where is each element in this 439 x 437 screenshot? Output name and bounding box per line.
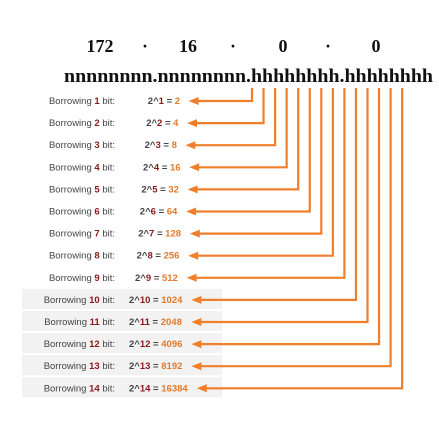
arrowhead-icon: [187, 185, 198, 194]
row-value: 2^7 = 128: [138, 229, 181, 240]
arrowhead-icon: [191, 362, 202, 371]
row-bands: [22, 288, 222, 398]
row-value: 2^11 = 2048: [129, 317, 182, 328]
row-value: 2^10 = 1024: [129, 295, 183, 306]
row-band: [22, 355, 222, 376]
arrowhead-icon: [188, 251, 199, 260]
row-band: [22, 288, 222, 309]
row-label: Borrowing 5 bit:: [49, 184, 115, 195]
connector-line: [193, 88, 277, 147]
row-label: Borrowing 1 bit:: [49, 96, 115, 107]
arrowhead-icon: [187, 119, 197, 128]
row-label: Borrowing 7 bit:: [49, 229, 115, 240]
row-value: 2^13 = 8192: [129, 361, 182, 372]
row-label: Borrowing 11 bit:: [44, 317, 115, 328]
connector-line: [204, 88, 404, 390]
connector-line: [199, 88, 381, 346]
connector-line: [196, 88, 254, 103]
connector-lines: [185, 88, 404, 393]
row-label: Borrowing 3 bit:: [49, 140, 115, 151]
octet-separator: ·: [230, 36, 236, 56]
row-label: Borrowing 13 bit:: [44, 361, 115, 372]
arrowhead-icon: [196, 384, 207, 393]
row-value: 2^8 = 256: [137, 251, 180, 262]
arrowhead-icon: [189, 163, 200, 172]
octet-separator: ·: [142, 36, 148, 56]
octet-2: 16: [179, 36, 197, 56]
row-label: Borrowing 9 bit:: [49, 273, 115, 284]
connector-line: [197, 88, 288, 169]
row-value: 2^1 = 2: [148, 96, 180, 107]
arrowhead-icon: [191, 295, 202, 304]
row-label: Borrowing 12 bit:: [44, 339, 115, 350]
arrowhead-icon: [189, 229, 200, 238]
connector-line: [199, 88, 392, 368]
row-label: Borrowing 4 bit:: [49, 162, 115, 173]
row-label: Borrowing 10 bit:: [44, 295, 115, 306]
connector-line: [195, 88, 300, 191]
arrowhead-icon: [186, 273, 197, 282]
arrowhead-icon: [191, 340, 202, 349]
arrowhead-icon: [191, 318, 202, 326]
connector-line: [199, 88, 369, 324]
row-label: Borrowing 2 bit:: [49, 118, 115, 129]
connector-line: [197, 88, 323, 235]
connector-line: [196, 88, 334, 257]
row-value: 2^4 = 16: [143, 162, 181, 173]
row-value: 2^6 = 64: [140, 207, 178, 218]
row-label: Borrowing 6 bit:: [49, 207, 115, 218]
row-value: 2^2 = 4: [146, 118, 179, 129]
row-value: 2^9 = 512: [135, 273, 178, 284]
connector-line: [194, 88, 346, 279]
row-band: [22, 311, 222, 331]
row-label: Borrowing 14 bit:: [44, 383, 115, 394]
arrowhead-icon: [188, 97, 199, 105]
bit-pattern: nnnnnnnn.nnnnnnnn.hhhhhhhh.hhhhhhhh: [64, 66, 433, 87]
borrowing-rows: Borrowing 1 bit: 2^1 = 2 Borrowing 2 bit: 2…: [44, 96, 189, 394]
octet-1: 172: [87, 36, 114, 56]
row-value: 2^3 = 8: [145, 140, 177, 151]
arrowhead-icon: [186, 207, 196, 216]
row-band: [22, 333, 222, 354]
octet-4: 0: [372, 36, 381, 56]
arrowhead-icon: [185, 141, 196, 150]
row-label: Borrowing 8 bit:: [49, 251, 115, 262]
address-octets: 172 · 16 · 0 · 0: [87, 36, 381, 56]
octet-3: 0: [279, 36, 288, 56]
octet-separator: ·: [325, 36, 331, 56]
row-band: [22, 377, 222, 398]
connector-line: [199, 88, 358, 301]
connector-line: [194, 88, 311, 213]
row-value: 2^5 = 32: [141, 184, 179, 195]
row-value: 2^12 = 4096: [129, 339, 182, 350]
row-value: 2^14 = 16384: [129, 383, 188, 394]
connector-line: [195, 88, 265, 125]
